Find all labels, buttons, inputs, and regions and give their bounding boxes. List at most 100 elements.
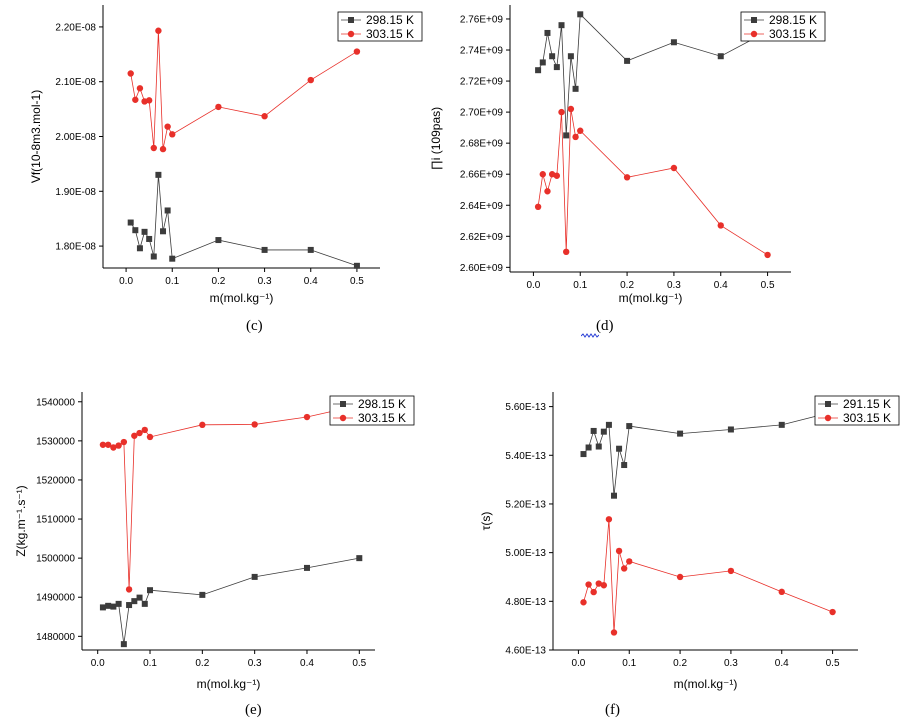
data-point-series-1	[127, 219, 134, 226]
data-point-series-1	[563, 132, 570, 139]
data-point-series-1	[580, 451, 587, 458]
data-point-series-1	[611, 492, 617, 499]
y-tick-label: 5.20E-13	[505, 499, 546, 510]
data-point-series-1	[539, 59, 546, 66]
data-point-series-1	[136, 245, 143, 252]
data-point-series-2	[132, 96, 139, 103]
y-tick-label: 2.74E+09	[460, 46, 504, 57]
data-point-series-2	[127, 70, 134, 77]
data-point-series-2	[136, 85, 144, 92]
data-point-series-2	[155, 27, 162, 34]
data-point-series-1	[99, 604, 106, 611]
x-tick-label: 0.1	[573, 280, 587, 291]
data-point-series-1	[105, 602, 112, 609]
data-point-series-2	[99, 441, 107, 448]
x-tick-label: 0.4	[775, 658, 789, 669]
y-tick-label: 1490000	[36, 593, 75, 604]
y-tick-label: 2.60E+09	[460, 263, 504, 274]
x-tick-label: 0.1	[165, 276, 179, 287]
y-tick-label: 2.72E+09	[460, 77, 504, 88]
data-point-series-1	[626, 423, 633, 430]
data-point-series-1	[572, 85, 579, 92]
y-axis-label: Z(kg.m⁻¹.s⁻¹)	[14, 485, 28, 556]
x-tick-label: 0.5	[350, 276, 364, 287]
y-tick-label: 1520000	[36, 475, 75, 486]
data-point-series-1	[141, 600, 148, 607]
x-tick-label: 0.1	[143, 658, 157, 669]
y-tick-label: 1.90E-08	[55, 187, 96, 198]
x-tick-label: 0.4	[714, 280, 728, 291]
data-point-series-1	[131, 598, 138, 605]
y-tick-label: 2.62E+09	[460, 232, 504, 243]
legend-swatch-marker	[348, 17, 354, 23]
data-point-series-1	[778, 421, 785, 428]
data-point-series-2	[544, 188, 551, 195]
data-point-series-2	[717, 222, 724, 229]
data-point-series-2	[563, 248, 570, 256]
panel-label-d: (d)	[596, 318, 614, 334]
x-tick-label: 0.5	[761, 280, 775, 291]
x-tick-label: 0.5	[826, 658, 840, 669]
data-point-series-1	[670, 39, 677, 46]
spellcheck-squiggle	[581, 333, 599, 338]
data-point-series-2	[136, 429, 143, 437]
x-tick-label: 0.2	[620, 280, 634, 291]
series-line-2	[583, 519, 833, 633]
data-point-series-1	[544, 29, 551, 36]
series-line-1	[537, 13, 768, 136]
data-point-series-2	[141, 426, 148, 434]
data-point-series-1	[110, 603, 117, 610]
data-point-series-1	[147, 587, 154, 594]
data-point-series-1	[600, 428, 607, 435]
x-tick-label: 0.0	[91, 658, 105, 669]
legend-swatch-marker	[825, 401, 831, 407]
y-axis-label: ∏i (109pas)	[429, 107, 443, 170]
data-point-series-1	[727, 426, 734, 433]
y-tick-label: 1530000	[36, 436, 75, 447]
x-axis-label: m(mol.kg⁻¹)	[619, 291, 683, 305]
data-point-series-2	[261, 113, 268, 120]
data-point-series-1	[717, 53, 724, 60]
data-point-series-2	[577, 127, 584, 134]
y-tick-label: 2.10E-08	[55, 77, 96, 88]
data-point-series-1	[621, 462, 628, 469]
data-point-series-1	[160, 228, 167, 235]
x-tick-label: 0.0	[526, 280, 540, 291]
x-axis-label: m(mol.kg⁻¹)	[210, 291, 274, 305]
legend-entry: 303.15 K	[366, 27, 414, 41]
panel-label-f: (f)	[605, 702, 620, 718]
panel-label-e: (e)	[245, 702, 262, 718]
data-point-series-1	[558, 22, 565, 29]
legend-swatch-marker	[824, 414, 832, 422]
data-point-series-2	[251, 421, 258, 428]
data-point-series-2	[605, 516, 613, 523]
y-tick-label: 2.20E-08	[55, 22, 96, 33]
data-point-series-2	[590, 588, 597, 596]
data-point-series-2	[764, 251, 771, 259]
legend-swatch-marker	[750, 30, 758, 38]
data-point-series-2	[670, 164, 678, 172]
data-point-series-2	[125, 586, 133, 593]
legend-entry: 298.15 K	[358, 397, 406, 411]
data-point-series-1	[605, 421, 612, 428]
data-point-series-2	[572, 133, 579, 141]
data-point-series-2	[567, 105, 575, 113]
x-tick-label: 0.3	[248, 658, 262, 669]
x-axis-label: m(mol.kg⁻¹)	[197, 677, 261, 691]
data-point-series-2	[727, 567, 735, 575]
chart-d: 0.0 0.1 0.2 0.3 0.4 0.5 2.60E+09 2.62E+09 2.64E+…	[429, 5, 826, 305]
data-point-series-1	[590, 427, 597, 434]
legend-entry: 303.15 K	[358, 411, 406, 425]
series-line-2	[130, 30, 358, 150]
data-point-series-1	[120, 641, 127, 648]
data-point-series-1	[261, 246, 268, 253]
legend-entry: 303.15 K	[769, 27, 817, 41]
data-point-series-2	[145, 97, 153, 104]
data-point-series-1	[141, 228, 148, 235]
data-point-series-1	[549, 53, 556, 60]
